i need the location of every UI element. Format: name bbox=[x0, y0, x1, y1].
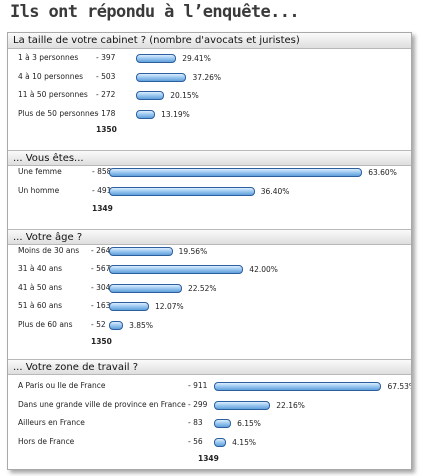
category-label: Plus de 60 ans bbox=[18, 320, 73, 329]
page-title: Ils ont répondu à l’enquête... bbox=[10, 2, 300, 22]
bar bbox=[109, 302, 150, 311]
percent-label: 3.85% bbox=[129, 321, 153, 330]
response-count: - 567 bbox=[91, 264, 111, 273]
response-count: - 299 bbox=[188, 400, 208, 409]
total-count: 1350 bbox=[96, 125, 117, 134]
response-count: - 397 bbox=[96, 53, 116, 62]
category-label: Un homme bbox=[18, 186, 60, 195]
bar bbox=[136, 110, 156, 119]
response-count: - 272 bbox=[96, 90, 116, 99]
category-label: Plus de 50 personnes bbox=[18, 109, 99, 118]
percent-label: 22.52% bbox=[187, 284, 217, 293]
category-label: Hors de France bbox=[18, 437, 75, 446]
category-label: Une femme bbox=[18, 167, 62, 176]
percent-label: 19.56% bbox=[178, 247, 208, 256]
bar bbox=[109, 168, 363, 177]
category-label: Moins de 30 ans bbox=[18, 246, 80, 255]
category-label: 51 à 60 ans bbox=[18, 301, 63, 310]
bar bbox=[214, 401, 271, 410]
bar bbox=[109, 187, 255, 196]
category-label: 1 à 3 personnes bbox=[18, 53, 79, 62]
percent-label: 22.16% bbox=[276, 401, 305, 410]
response-count: - 83 bbox=[188, 418, 203, 427]
section-title: La taille de votre cabinet ? (nombre d'a… bbox=[8, 33, 411, 49]
percent-label: 13.19% bbox=[161, 110, 190, 119]
bar bbox=[109, 247, 173, 256]
percent-label: 6.15% bbox=[237, 419, 261, 428]
percent-label: 12.07% bbox=[155, 302, 184, 311]
percent-label: 36.40% bbox=[260, 187, 290, 196]
category-label: A Paris ou Ile de France bbox=[18, 381, 106, 390]
category-label: 31 à 40 ans bbox=[18, 264, 63, 273]
bar bbox=[136, 54, 177, 63]
total-count: 1349 bbox=[198, 454, 219, 463]
percent-label: 20.15% bbox=[170, 91, 199, 100]
bar bbox=[136, 91, 165, 100]
category-label: Dans une grande ville de province en Fra… bbox=[18, 400, 186, 409]
response-count: - 178 bbox=[96, 109, 116, 118]
bar bbox=[136, 73, 187, 82]
total-count: 1349 bbox=[92, 204, 113, 213]
category-label: 41 à 50 ans bbox=[18, 283, 63, 292]
response-count: - 264 bbox=[91, 246, 111, 255]
bar bbox=[214, 419, 232, 428]
response-count: - 52 bbox=[91, 320, 106, 329]
percent-label: 67.53% bbox=[387, 382, 411, 391]
bar bbox=[214, 382, 382, 391]
section-title: ... Votre âge ? bbox=[8, 229, 411, 245]
response-count: - 56 bbox=[188, 437, 203, 446]
section-title: ... Votre zone de travail ? bbox=[8, 359, 411, 375]
category-label: 11 à 50 personnes bbox=[18, 90, 88, 99]
response-count: - 304 bbox=[91, 283, 111, 292]
survey-results-panel: La taille de votre cabinet ? (nombre d'a… bbox=[7, 32, 412, 470]
category-label: 4 à 10 personnes bbox=[18, 72, 84, 81]
category-label: Ailleurs en France bbox=[18, 418, 85, 427]
percent-label: 42.00% bbox=[249, 265, 278, 274]
percent-label: 29.41% bbox=[182, 54, 211, 63]
response-count: - 911 bbox=[188, 381, 208, 390]
bar bbox=[109, 284, 182, 293]
bar bbox=[214, 438, 227, 447]
percent-label: 37.26% bbox=[192, 73, 222, 82]
section-title: ... Vous êtes... bbox=[8, 150, 411, 166]
total-count: 1350 bbox=[91, 337, 112, 346]
bar bbox=[109, 265, 244, 274]
percent-label: 4.15% bbox=[232, 438, 256, 447]
response-count: - 163 bbox=[91, 301, 111, 310]
response-count: - 491 bbox=[92, 186, 112, 195]
bar bbox=[109, 321, 124, 330]
response-count: - 503 bbox=[96, 72, 116, 81]
percent-label: 63.60% bbox=[368, 168, 397, 177]
response-count: - 858 bbox=[92, 167, 112, 176]
